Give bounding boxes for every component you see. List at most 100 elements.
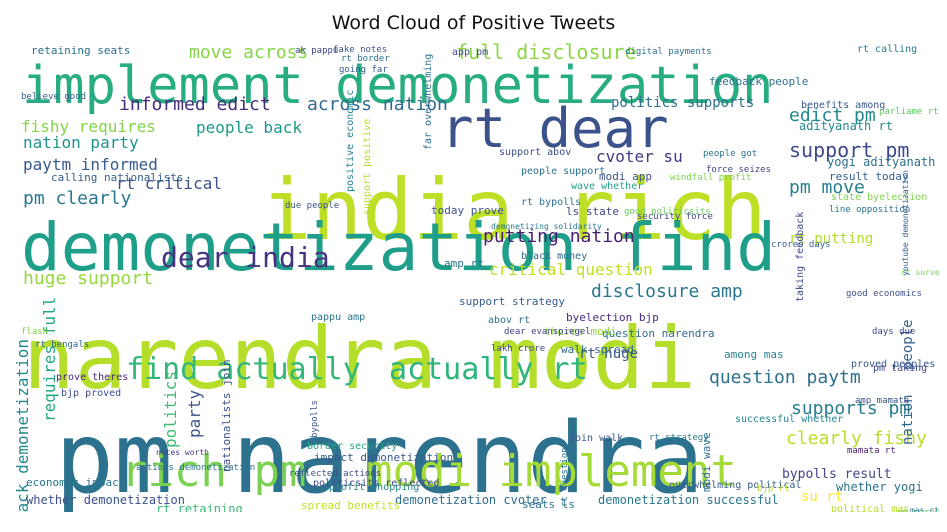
word-cloud-word: move across bbox=[189, 42, 309, 63]
word-cloud-word: parliame rt bbox=[879, 107, 939, 117]
word-cloud-word: rt dear bbox=[441, 97, 669, 160]
word-cloud-word: yogi adityanath bbox=[827, 155, 936, 169]
word-cloud-word: support positive bbox=[362, 118, 373, 215]
word-cloud-word: politics supports bbox=[611, 95, 755, 111]
word-cloud-word: line opposition bbox=[829, 205, 911, 215]
word-cloud-word: bjp proved bbox=[61, 388, 122, 399]
word-cloud-word: people support bbox=[521, 166, 606, 177]
word-cloud-word: rt critical bbox=[116, 174, 222, 193]
word-cloud-word: ak pappu bbox=[295, 46, 339, 56]
word-cloud-word: bypolls bbox=[310, 400, 320, 438]
word-cloud-word: putting nation bbox=[483, 226, 635, 247]
word-cloud-word: demonetization cvoter bbox=[395, 493, 547, 507]
word-cloud-word: nationalists join bbox=[220, 359, 233, 472]
word-cloud-word: rt huge bbox=[579, 346, 639, 362]
word-cloud-word: paytm informed bbox=[23, 155, 158, 174]
word-cloud-word: demonetization successful bbox=[598, 493, 779, 507]
word-cloud-word: amp mamata bbox=[855, 396, 910, 406]
word-cloud-word: notes worth bbox=[156, 448, 209, 457]
word-cloud-word: political mas bbox=[831, 504, 910, 513]
word-cloud-word: flash bbox=[21, 327, 49, 337]
word-cloud-word: rich pm bbox=[121, 446, 307, 497]
word-cloud-word: pm narendra bbox=[55, 402, 705, 512]
word-cloud-word: profit whopping bbox=[329, 482, 420, 493]
word-cloud-word: youtube demonetization bbox=[901, 170, 910, 276]
word-cloud-word: rt retaining bbox=[156, 502, 243, 512]
word-cloud-word: actions demonetization bbox=[136, 463, 256, 473]
word-cloud-word: spread benefits bbox=[301, 499, 401, 512]
word-cloud-word: rt border bbox=[341, 54, 390, 64]
word-cloud-word: demonetization find bbox=[21, 209, 776, 286]
word-cloud-word: disclosure amp bbox=[591, 281, 743, 302]
word-cloud-word: positive economic bbox=[345, 89, 356, 192]
word-cloud-word: app pm bbox=[452, 47, 489, 58]
word-cloud-word: wave whether bbox=[571, 181, 644, 192]
word-cloud-word: byelection bjp bbox=[566, 311, 659, 324]
word-cloud-word: bjp rt bbox=[757, 484, 790, 494]
word-cloud-word: overwhelming political bbox=[669, 480, 802, 491]
word-cloud-word: mamata rt bbox=[847, 446, 896, 456]
word-cloud-word: crores days bbox=[771, 240, 831, 250]
word-cloud-word: rt bypolls bbox=[521, 197, 582, 208]
word-cloud-word: retaining seats bbox=[31, 44, 131, 57]
word-cloud-word: seats ls bbox=[522, 498, 575, 511]
word-cloud: india rich narendra modi pm narendra demone… bbox=[11, 40, 939, 512]
word-cloud-word: adityanath rt bbox=[799, 119, 893, 133]
word-cloud-word: support abov bbox=[499, 147, 572, 158]
word-cloud-word: successful whether bbox=[735, 414, 844, 425]
word-cloud-word: impact demonetization bbox=[314, 451, 454, 464]
word-cloud-word: narendra modi bbox=[23, 309, 697, 409]
word-cloud-word: pm clearly bbox=[23, 188, 132, 209]
word-cloud-word: among mas bbox=[724, 348, 784, 361]
word-cloud-word: reflected actions bbox=[289, 469, 382, 479]
word-cloud-word: pm move bbox=[789, 177, 865, 198]
word-cloud-word: bypolls result bbox=[782, 467, 892, 482]
word-cloud-word: cvoter su bbox=[596, 147, 683, 166]
word-cloud-word: due people bbox=[285, 201, 340, 211]
word-cloud-word: requires full bbox=[40, 296, 59, 422]
word-cloud-word: digital payments bbox=[625, 47, 712, 57]
word-cloud-word: lakh crore bbox=[491, 344, 546, 354]
word-cloud-word: amp rt bbox=[444, 257, 484, 270]
word-cloud-word: rt putting bbox=[789, 231, 874, 247]
word-cloud-word: good economics bbox=[846, 289, 922, 299]
word-cloud-word: modi app bbox=[599, 170, 652, 183]
word-cloud-word: rt calling bbox=[857, 44, 918, 55]
word-cloud-word: party bbox=[185, 389, 204, 438]
word-cloud-word: border security bbox=[307, 441, 398, 452]
word-cloud-word: ls state bbox=[566, 205, 619, 218]
word-cloud-word: state byelection bbox=[831, 192, 928, 203]
word-cloud-word: days due bbox=[872, 327, 916, 337]
word-cloud-word: force seizes bbox=[706, 165, 772, 175]
word-cloud-word: question paytm bbox=[709, 367, 861, 388]
word-cloud-word: security force bbox=[637, 212, 713, 222]
word-cloud-word: su rt bbox=[801, 489, 844, 505]
word-cloud-word: politicsits reflected bbox=[313, 478, 440, 489]
word-cloud-word: rt question bbox=[560, 447, 570, 507]
word-cloud-word: abov rt bbox=[488, 315, 531, 326]
word-cloud-word: demonetizing solidarity bbox=[491, 222, 602, 231]
word-cloud-word: pm taking bbox=[873, 363, 928, 374]
word-cloud-word: modi implement bbox=[366, 446, 737, 497]
word-cloud-word: believe good bbox=[21, 92, 87, 102]
word-cloud-word: dear evanspiegel bbox=[504, 327, 591, 337]
word-cloud-word: people back bbox=[196, 118, 302, 137]
word-cloud-word: whether yogi bbox=[836, 480, 923, 494]
word-cloud-word: nation party bbox=[23, 133, 139, 152]
word-cloud-word: pm survey bbox=[897, 509, 939, 513]
word-cloud-word: pappu amp bbox=[311, 312, 366, 323]
word-cloud-word: rt strategy bbox=[649, 433, 709, 443]
word-cloud-word: rt bengals bbox=[35, 340, 90, 350]
word-cloud-word: going far bbox=[339, 65, 388, 75]
word-cloud-word: feedback people bbox=[709, 75, 809, 88]
word-cloud-word: people got bbox=[703, 149, 758, 159]
word-cloud-word: economic impact bbox=[26, 476, 126, 489]
word-cloud-word: india rich bbox=[261, 161, 767, 259]
word-cloud-word: dear india bbox=[161, 241, 330, 274]
word-cloud-word: mas rt bbox=[910, 506, 939, 513]
word-cloud-word: informed edict bbox=[119, 94, 271, 115]
word-cloud-word: critical question bbox=[489, 260, 653, 279]
word-cloud-word: implement demonetization bbox=[22, 56, 774, 116]
word-cloud-word: find actually bbox=[126, 352, 361, 387]
word-cloud-word: edict pm bbox=[789, 105, 876, 126]
